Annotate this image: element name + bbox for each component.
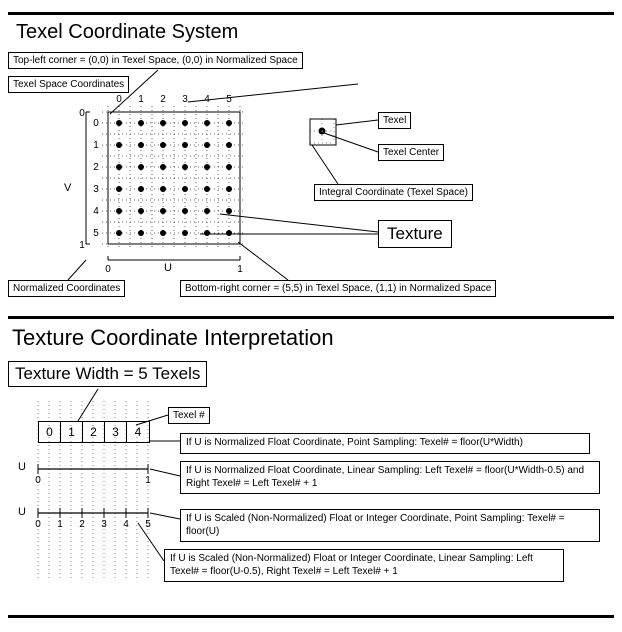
rule-point-normalized: If U is Normalized Float Coordinate, Poi… — [180, 433, 590, 454]
svg-text:0: 0 — [105, 264, 111, 275]
svg-text:1: 1 — [138, 94, 144, 105]
section1-title: Texel Coordinate System — [16, 21, 614, 44]
svg-text:3: 3 — [182, 94, 188, 105]
label-texel-center: Texel Center — [378, 144, 444, 161]
rule-linear-normalized: If U is Normalized Float Coordinate, Lin… — [180, 461, 600, 494]
divider-bottom — [8, 615, 614, 618]
svg-text:5: 5 — [145, 519, 151, 530]
svg-text:1: 1 — [145, 475, 151, 486]
texel-cell: 1 — [61, 422, 83, 442]
svg-text:5: 5 — [93, 228, 99, 239]
texel-coord-diagram: 0123450123450101 Top-left corner = (0,0)… — [8, 52, 614, 312]
svg-text:4: 4 — [93, 206, 99, 217]
svg-text:3: 3 — [93, 184, 99, 195]
u-axis-label: U — [164, 262, 172, 274]
divider-mid — [8, 316, 614, 319]
texel-cell: 0 — [39, 422, 61, 442]
svg-text:1: 1 — [237, 264, 243, 275]
texel-cell: 2 — [83, 422, 105, 442]
label-texel-space-coords: Texel Space Coordinates — [8, 76, 129, 93]
svg-text:0: 0 — [79, 108, 85, 119]
texel-cell: 4 — [127, 422, 149, 442]
divider-top — [8, 12, 614, 15]
svg-text:1: 1 — [79, 240, 85, 251]
svg-text:1: 1 — [57, 519, 63, 530]
texel-number-row: 01234 — [38, 421, 150, 443]
u-label-1: U — [18, 461, 26, 473]
label-texture: Texture — [378, 220, 452, 248]
svg-text:2: 2 — [79, 519, 85, 530]
svg-text:0: 0 — [35, 475, 41, 486]
svg-text:2: 2 — [93, 162, 99, 173]
label-bottom-right: Bottom-right corner = (5,5) in Texel Spa… — [180, 280, 496, 297]
label-texel-num: Texel # — [168, 407, 210, 424]
label-texel: Texel — [378, 112, 411, 129]
u-label-2: U — [18, 506, 26, 518]
texel-cell: 3 — [105, 422, 127, 442]
texture-coord-interp-diagram: 01012345 Texture Width = 5 Texels 01234 … — [8, 361, 614, 611]
section2-title: Texture Coordinate Interpretation — [12, 325, 614, 351]
svg-text:5: 5 — [226, 94, 232, 105]
v-axis-label: V — [64, 182, 71, 194]
label-texture-width: Texture Width = 5 Texels — [8, 361, 207, 387]
svg-text:2: 2 — [160, 94, 166, 105]
svg-text:3: 3 — [101, 519, 107, 530]
svg-text:4: 4 — [123, 519, 129, 530]
rule-linear-scaled: If U is Scaled (Non-Normalized) Float or… — [164, 549, 564, 582]
label-top-left-corner: Top-left corner = (0,0) in Texel Space, … — [8, 52, 303, 69]
svg-text:0: 0 — [35, 519, 41, 530]
svg-text:1: 1 — [93, 140, 99, 151]
label-integral-coord: Integral Coordinate (Texel Space) — [314, 184, 473, 201]
label-normalized-coords: Normalized Coordinates — [8, 280, 125, 297]
svg-text:0: 0 — [93, 118, 99, 129]
rule-point-scaled: If U is Scaled (Non-Normalized) Float or… — [180, 509, 600, 542]
